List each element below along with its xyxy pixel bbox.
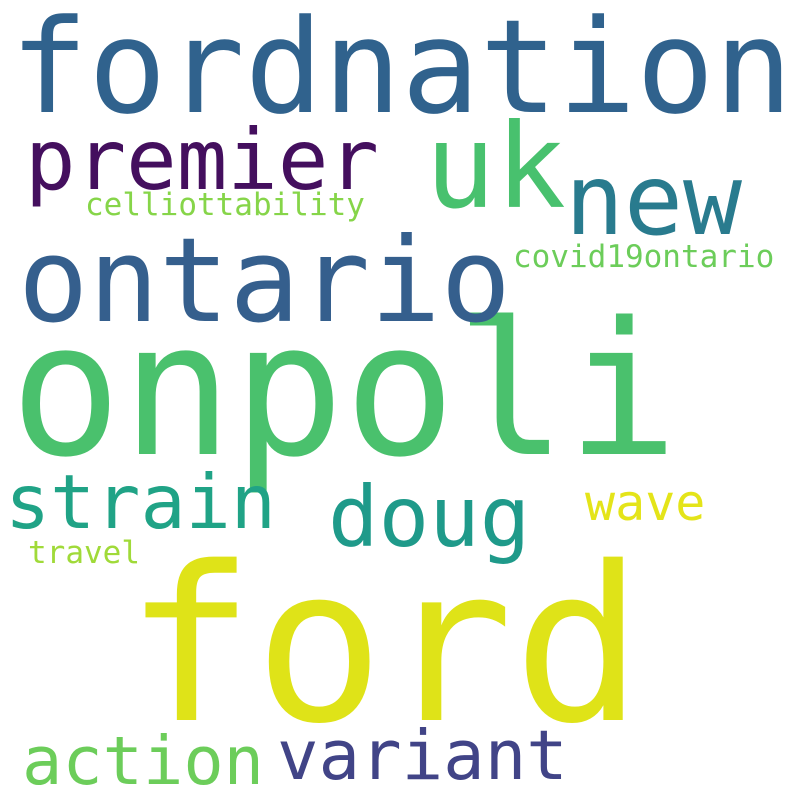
word-ford: ford xyxy=(125,520,643,771)
word-wave: wave xyxy=(585,474,706,532)
word-travel: travel xyxy=(28,535,140,571)
word-premier: premier xyxy=(25,111,380,209)
word-uk: uk xyxy=(425,98,566,235)
word-strain: strain xyxy=(5,458,276,546)
word-ontario: ontario xyxy=(18,212,512,349)
word-variant: variant xyxy=(277,716,568,796)
word-doug: doug xyxy=(328,468,531,566)
word-action: action xyxy=(22,722,265,800)
word-covid19ontario: covid19ontario xyxy=(513,239,775,275)
word-fordnation: fordnation xyxy=(10,0,793,143)
word-celliottability: celliottability xyxy=(85,187,365,223)
word-new: new xyxy=(565,144,743,258)
word-onpoli: onpoli xyxy=(10,282,679,498)
